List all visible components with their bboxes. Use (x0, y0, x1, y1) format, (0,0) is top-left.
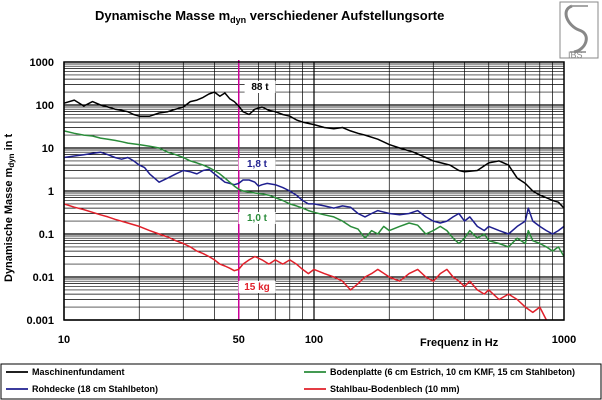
legend-box (0, 363, 602, 400)
logo-text: IBS (568, 50, 583, 60)
y-tick-label: 0.01 (33, 272, 54, 284)
series-label-bg (244, 81, 276, 93)
plot-frame (63, 61, 565, 321)
series-line-3 (63, 203, 548, 321)
y-axis-label: Dynamische Masse mdyn in t (3, 134, 16, 282)
series-line-1 (63, 151, 565, 235)
ibs-logo: IBS (559, 1, 599, 60)
legend-entry: Bodenplatte (6 cm Estrich, 10 cm KMF, 15… (330, 367, 575, 377)
y-tick-label: 100 (36, 100, 54, 112)
grid (63, 62, 564, 321)
series-label-bg (238, 212, 276, 224)
series-label-1: 1,8 t (247, 159, 268, 170)
legend-entry: Maschinenfundament (32, 367, 125, 377)
series-line-0 (63, 91, 565, 209)
y-tick-label: 1000 (30, 57, 54, 69)
legend-entry: Stahlbau-Bodenblech (10 mm) (330, 384, 460, 394)
y-tick-labels: 1000 100 10 1 0.1 0.01 0.001 (26, 57, 54, 327)
x-tick-labels: 10 50 100 1000 (58, 334, 576, 346)
x-tick-label: 1000 (552, 334, 576, 346)
series-label-3: 15 kg (244, 282, 270, 293)
y-tick-label: 1 (48, 186, 54, 198)
series-group (63, 91, 565, 321)
series-labels: 88 t 1,8 t 1,0 t 15 kg (238, 81, 276, 293)
series-label-bg (238, 281, 276, 293)
x-axis-label: Frequenz in Hz (420, 337, 499, 349)
series-label-0: 88 t (251, 82, 269, 93)
y-tick-label: 0.001 (26, 315, 54, 327)
chart-title: Dynamische Masse mdyn verschiedener Aufs… (95, 8, 444, 25)
x-tick-label: 50 (233, 334, 245, 346)
series-line-2 (63, 130, 565, 257)
y-tick-label: 10 (42, 143, 54, 155)
legend-entry: Rohdecke (18 cm Stahlbeton) (32, 384, 158, 394)
y-tick-label: 0.1 (39, 229, 54, 241)
legend: Maschinenfundament Bodenplatte (6 cm Estr… (6, 367, 575, 394)
x-tick-label: 10 (58, 334, 70, 346)
series-label-bg (238, 158, 276, 170)
x-tick-label: 100 (305, 334, 323, 346)
series-label-2: 1,0 t (247, 213, 268, 224)
